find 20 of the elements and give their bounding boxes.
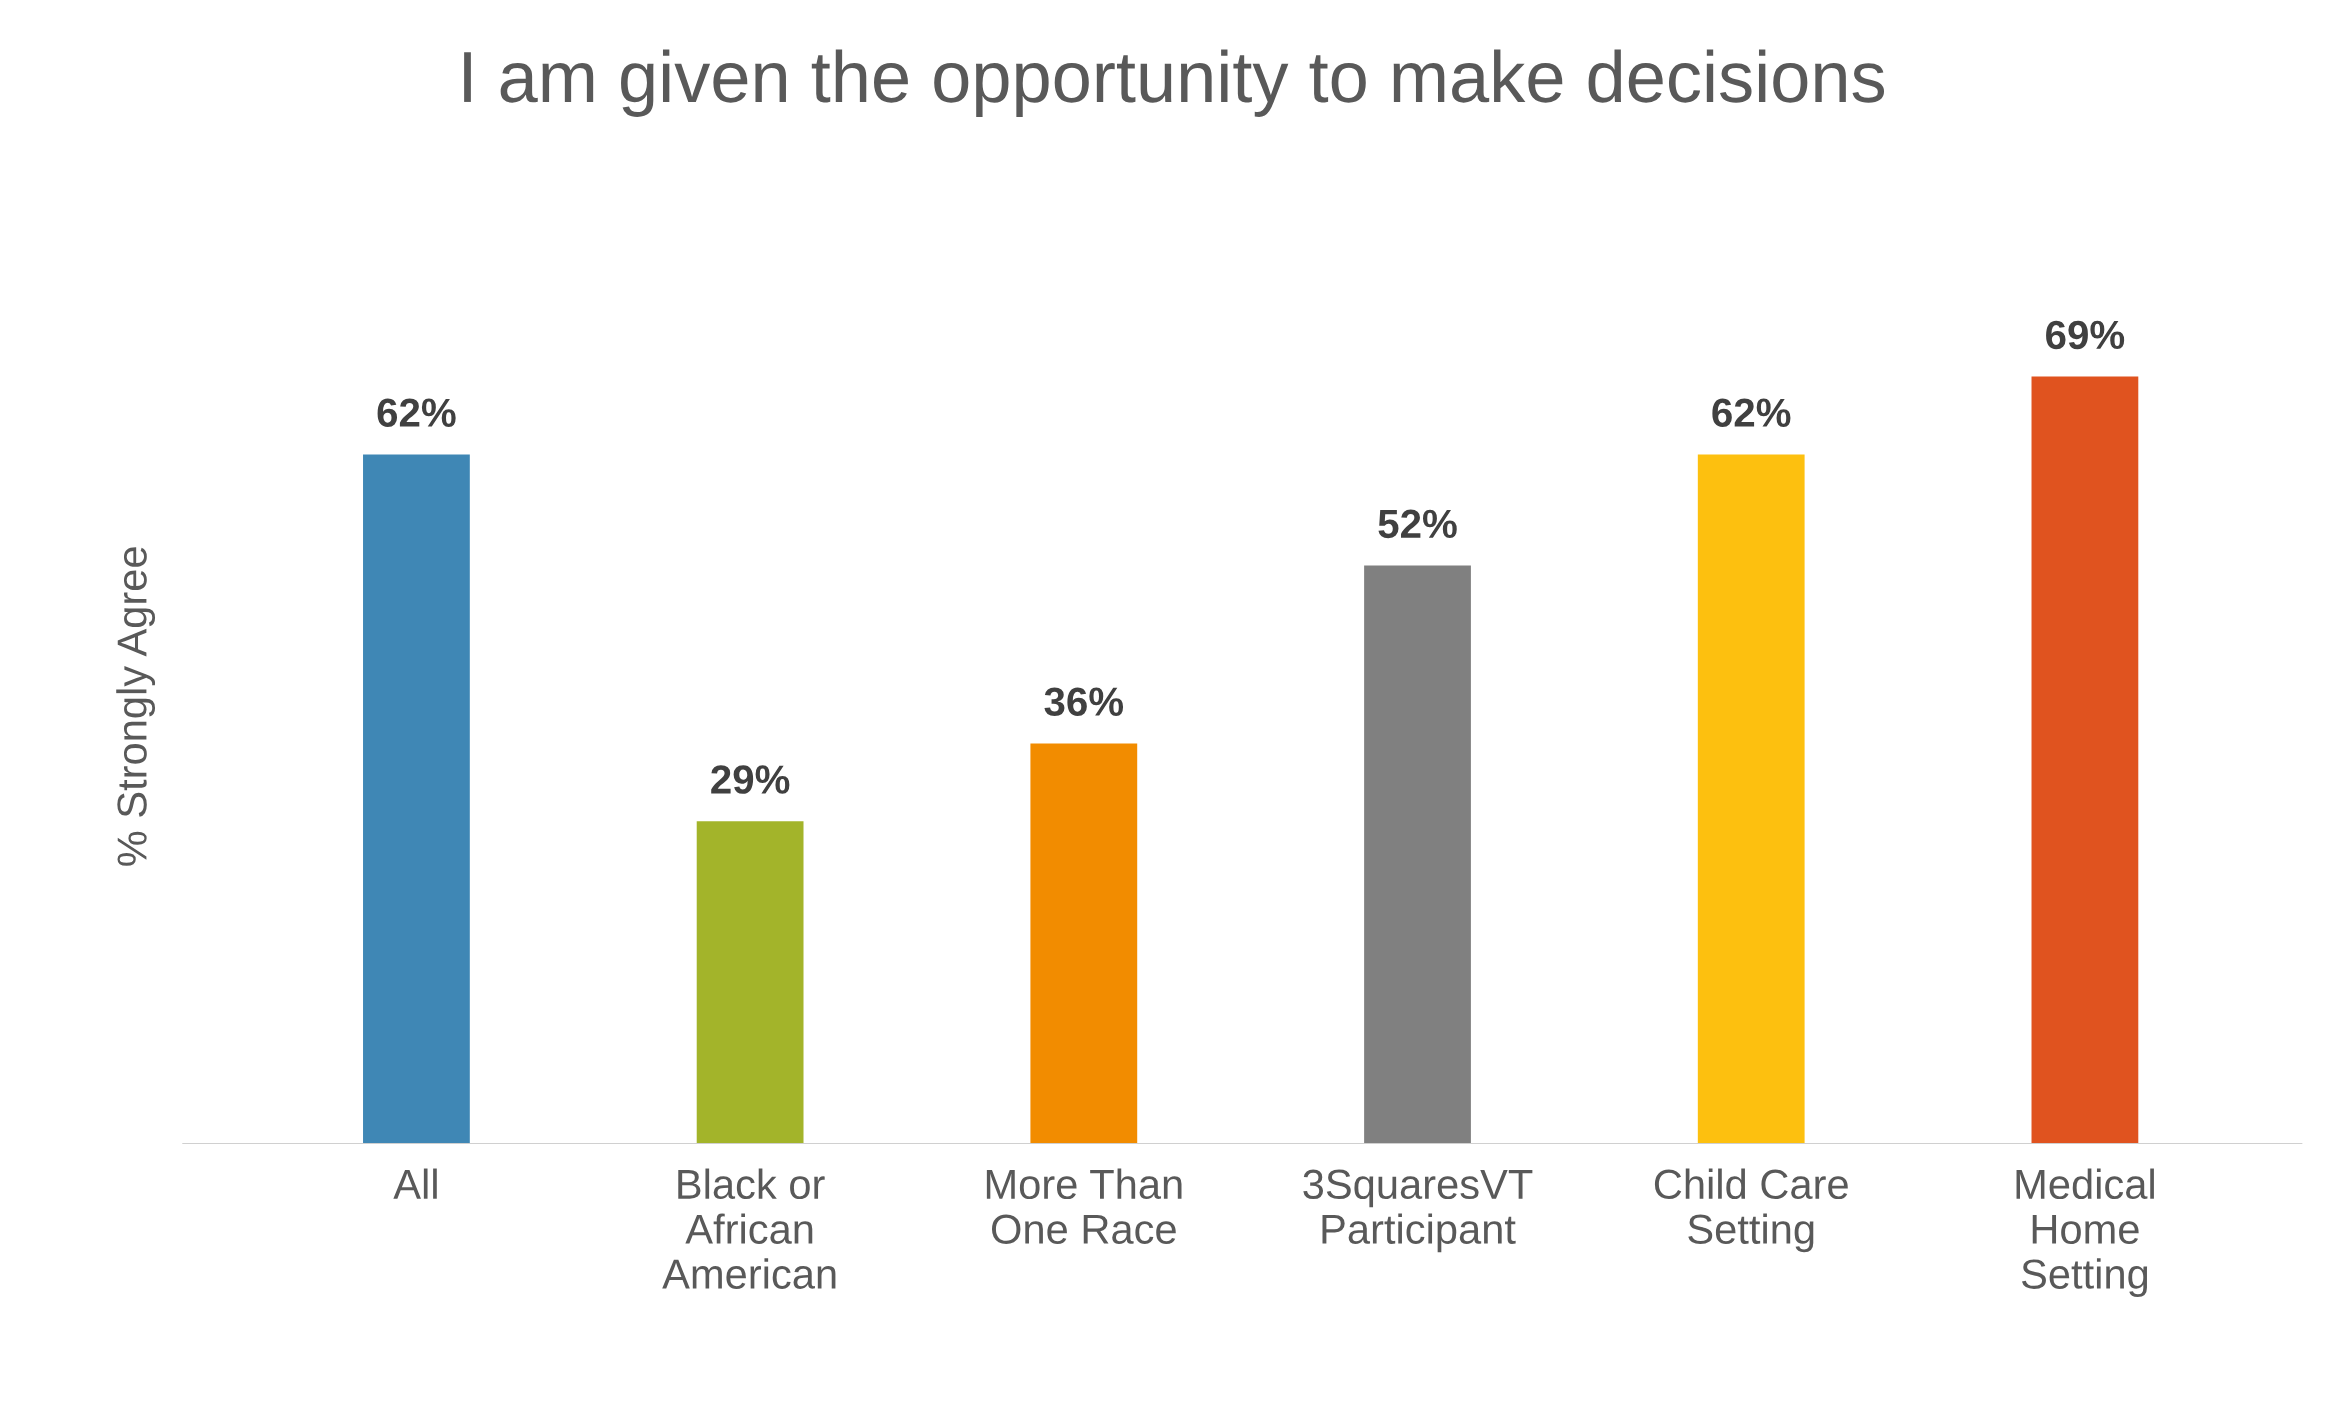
data-label: 29%	[711, 765, 790, 794]
x-tick-label: All	[393, 1168, 437, 1199]
bar	[363, 454, 470, 1144]
y-axis-title: % Strongly Agree	[116, 547, 156, 866]
x-tick-label: 3SquaresVT Participant	[1303, 1169, 1533, 1253]
data-label: 52%	[1378, 509, 1457, 539]
bar	[1030, 743, 1138, 1144]
bar	[696, 821, 804, 1144]
bar	[2031, 376, 2139, 1144]
chart-title: I am given the opportunity to make decisions	[464, 49, 1885, 117]
bar	[1364, 565, 1471, 1144]
x-tick-label: Child Care Setting	[1654, 1168, 1848, 1253]
x-tick-label: More Than One Race	[986, 1168, 1182, 1244]
x-tick-label: Black or African American	[662, 1168, 836, 1289]
x-tick-label: Medical Home Setting	[2016, 1168, 2154, 1298]
data-label: 36%	[1044, 687, 1124, 717]
bar	[1697, 454, 1805, 1144]
data-label: 69%	[2046, 320, 2125, 350]
data-label: 62%	[1712, 398, 1791, 427]
data-label: 62%	[377, 398, 456, 427]
